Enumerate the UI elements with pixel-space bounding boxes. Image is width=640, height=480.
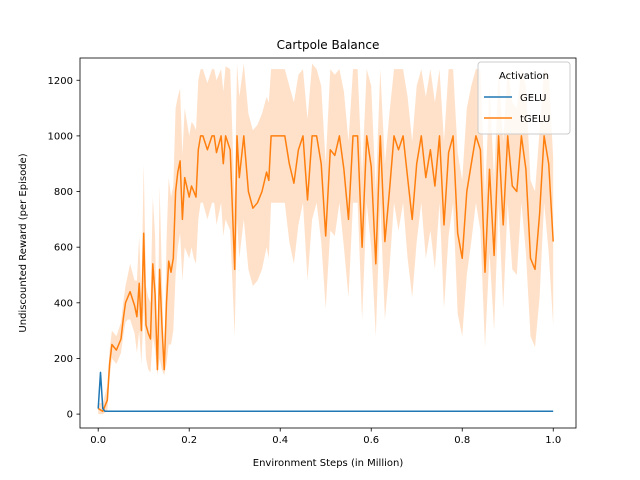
x-tick-label: 0.4 [272,435,288,446]
band-tgelu [98,63,554,415]
series-line-gelu [97,371,554,413]
y-axis-label: Undiscounted Reward (per Episode) [18,153,29,332]
x-axis: 0.0 0.2 0.4 0.6 0.8 1.0 [90,428,561,446]
chart-title: Cartpole Balance [277,38,380,52]
legend-label-gelu: GELU [520,93,546,104]
y-tick-label: 600 [54,243,73,254]
plot-area [79,57,577,429]
axes-frame [79,57,577,429]
legend-frame [477,61,571,135]
y-tick-label: 1000 [48,131,73,142]
series-line-tgelu [97,135,554,413]
x-tick-label: 0.8 [454,435,470,446]
legend-label-tgelu: tGELU [520,114,550,125]
y-tick-label: 800 [54,187,73,198]
x-tick-label: 0.2 [181,435,197,446]
legend: Activation GELU tGELU [477,61,571,135]
x-tick-label: 1.0 [545,435,561,446]
y-axis: 0 200 400 600 800 1000 1200 [48,76,80,421]
y-tick-label: 400 [54,298,73,309]
x-tick-label: 0.6 [363,435,379,446]
y-tick-label: 0 [67,410,73,421]
y-tick-label: 1200 [48,76,73,87]
legend-title: Activation [499,71,549,82]
y-tick-label: 200 [54,354,73,365]
x-tick-label: 0.0 [90,435,106,446]
x-axis-label: Environment Steps (in Million) [253,458,404,469]
